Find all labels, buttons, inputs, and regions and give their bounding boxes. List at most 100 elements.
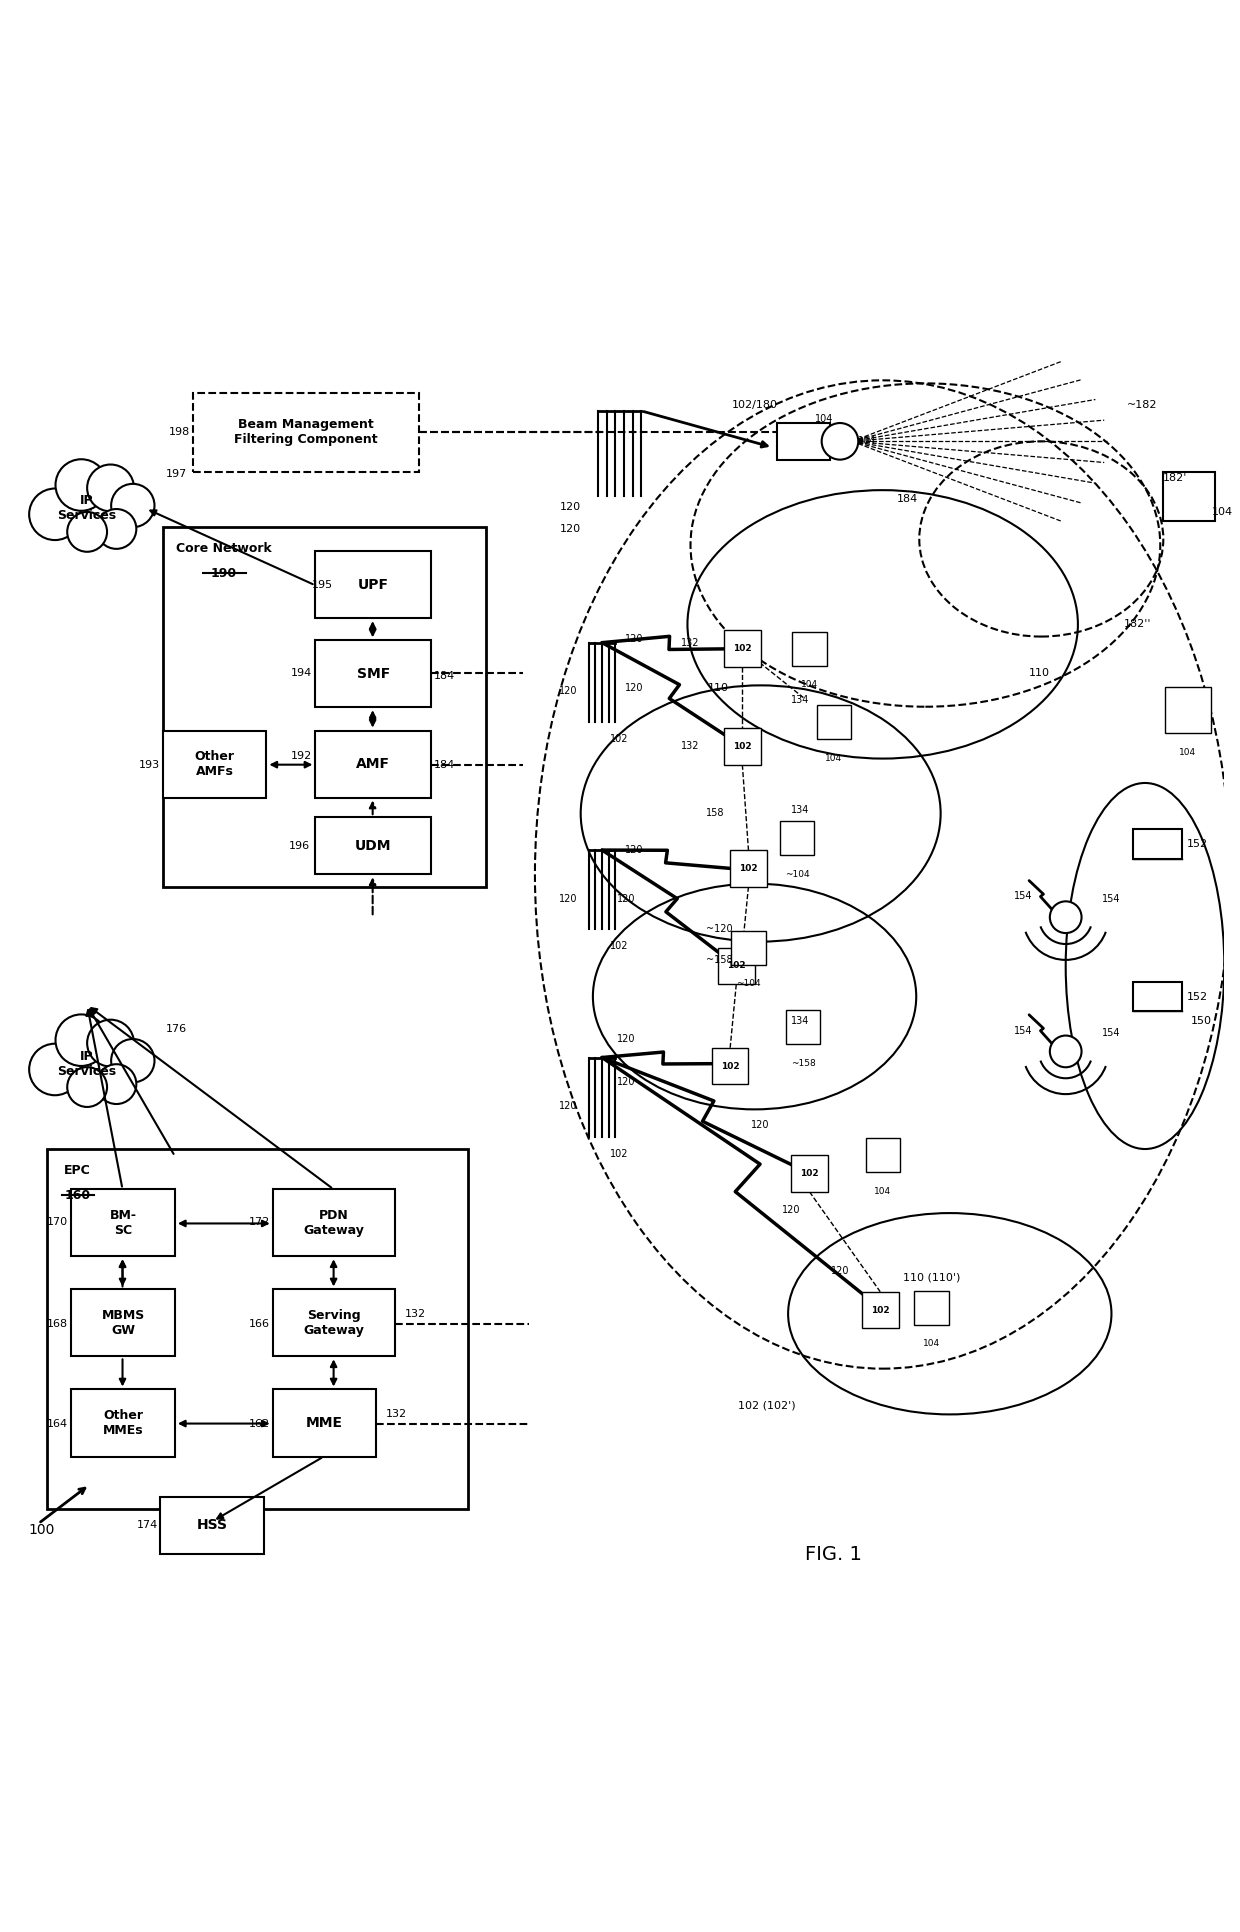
Text: 198: 198 xyxy=(169,427,190,437)
Text: ~104: ~104 xyxy=(737,980,761,989)
FancyBboxPatch shape xyxy=(1133,829,1182,858)
Text: 134: 134 xyxy=(791,806,810,815)
Circle shape xyxy=(67,1066,107,1107)
FancyBboxPatch shape xyxy=(817,705,851,740)
Circle shape xyxy=(1050,902,1081,933)
Text: Core Network: Core Network xyxy=(176,543,272,554)
Text: Other
AMFs: Other AMFs xyxy=(195,750,234,779)
Text: 120: 120 xyxy=(831,1265,849,1275)
Text: 102: 102 xyxy=(733,643,751,653)
Ellipse shape xyxy=(42,485,133,531)
Text: 120: 120 xyxy=(625,634,644,643)
Text: FIG. 1: FIG. 1 xyxy=(806,1544,862,1563)
FancyBboxPatch shape xyxy=(724,728,760,765)
Text: 120: 120 xyxy=(618,1076,636,1088)
Text: 134: 134 xyxy=(791,696,810,705)
Text: 104: 104 xyxy=(826,753,842,763)
Text: 104: 104 xyxy=(1213,506,1234,518)
Text: 174: 174 xyxy=(136,1520,157,1530)
Text: 162: 162 xyxy=(249,1418,270,1428)
Text: 132: 132 xyxy=(386,1408,407,1418)
Text: 154: 154 xyxy=(1014,1026,1033,1036)
Text: EPC: EPC xyxy=(64,1165,91,1177)
Text: 154: 154 xyxy=(1102,1028,1121,1037)
Text: 184: 184 xyxy=(434,670,455,680)
Text: HSS: HSS xyxy=(197,1519,228,1532)
FancyBboxPatch shape xyxy=(47,1150,467,1509)
Text: 170: 170 xyxy=(46,1217,68,1227)
FancyBboxPatch shape xyxy=(315,730,432,798)
FancyBboxPatch shape xyxy=(724,630,760,667)
Text: UDM: UDM xyxy=(355,838,392,852)
FancyBboxPatch shape xyxy=(862,1293,899,1329)
FancyBboxPatch shape xyxy=(1163,471,1214,520)
Circle shape xyxy=(30,1043,81,1095)
Text: ~182: ~182 xyxy=(1127,400,1157,410)
FancyBboxPatch shape xyxy=(273,1190,394,1256)
Text: 158: 158 xyxy=(706,808,724,819)
Text: 110: 110 xyxy=(708,682,728,694)
Text: 102: 102 xyxy=(739,864,758,873)
Text: 120: 120 xyxy=(618,895,636,904)
Text: 132: 132 xyxy=(681,742,699,752)
Text: 104: 104 xyxy=(923,1339,940,1349)
Text: 120: 120 xyxy=(625,844,644,856)
FancyBboxPatch shape xyxy=(732,931,765,964)
Text: PDN
Gateway: PDN Gateway xyxy=(303,1209,365,1236)
Text: 168: 168 xyxy=(46,1318,68,1329)
FancyBboxPatch shape xyxy=(718,949,755,983)
FancyBboxPatch shape xyxy=(315,639,432,707)
Text: 104: 104 xyxy=(815,413,833,425)
FancyBboxPatch shape xyxy=(866,1138,900,1173)
Circle shape xyxy=(1050,1036,1081,1066)
Text: 104: 104 xyxy=(874,1186,892,1196)
Text: ~158: ~158 xyxy=(706,954,733,964)
Circle shape xyxy=(30,489,81,541)
Text: 160: 160 xyxy=(64,1188,91,1202)
Text: 120: 120 xyxy=(782,1206,800,1215)
Text: 152: 152 xyxy=(1187,991,1208,1001)
Text: 120: 120 xyxy=(560,524,582,533)
FancyBboxPatch shape xyxy=(160,1497,264,1553)
Circle shape xyxy=(97,1065,136,1103)
Text: AMF: AMF xyxy=(356,757,391,771)
Text: 104: 104 xyxy=(801,680,818,690)
FancyBboxPatch shape xyxy=(776,423,831,460)
Text: 197: 197 xyxy=(166,469,187,479)
Text: 154: 154 xyxy=(1102,895,1121,904)
Text: 166: 166 xyxy=(249,1318,270,1329)
FancyBboxPatch shape xyxy=(315,817,432,875)
Text: Beam Management
Filtering Component: Beam Management Filtering Component xyxy=(234,417,378,446)
Text: 104: 104 xyxy=(858,437,877,446)
Text: 120: 120 xyxy=(560,502,582,512)
Text: 120: 120 xyxy=(559,895,577,904)
Text: 102: 102 xyxy=(870,1306,889,1314)
Text: 195: 195 xyxy=(311,580,332,591)
Circle shape xyxy=(822,423,858,460)
FancyBboxPatch shape xyxy=(914,1291,949,1325)
Text: 182': 182' xyxy=(1163,473,1188,483)
Text: 196: 196 xyxy=(289,842,310,852)
FancyBboxPatch shape xyxy=(315,551,432,618)
Text: IP
Services: IP Services xyxy=(57,1049,117,1078)
FancyBboxPatch shape xyxy=(162,527,486,887)
FancyBboxPatch shape xyxy=(712,1047,749,1084)
Text: BM-
SC: BM- SC xyxy=(109,1209,136,1236)
Text: 102: 102 xyxy=(733,742,751,752)
FancyBboxPatch shape xyxy=(792,632,827,667)
Text: 192: 192 xyxy=(290,752,311,761)
Text: Serving
Gateway: Serving Gateway xyxy=(303,1308,365,1337)
Text: 132: 132 xyxy=(681,638,699,647)
Text: 110 (110'): 110 (110') xyxy=(903,1271,960,1283)
FancyBboxPatch shape xyxy=(162,730,267,798)
Circle shape xyxy=(67,512,107,553)
Text: 102: 102 xyxy=(610,941,629,951)
Circle shape xyxy=(87,1020,134,1066)
Text: 102: 102 xyxy=(720,1061,739,1070)
Text: 184: 184 xyxy=(898,495,919,504)
Text: ~104: ~104 xyxy=(785,869,810,879)
FancyBboxPatch shape xyxy=(791,1155,828,1192)
Text: 152: 152 xyxy=(1187,838,1208,848)
Text: 164: 164 xyxy=(46,1418,68,1428)
FancyBboxPatch shape xyxy=(273,1389,376,1457)
